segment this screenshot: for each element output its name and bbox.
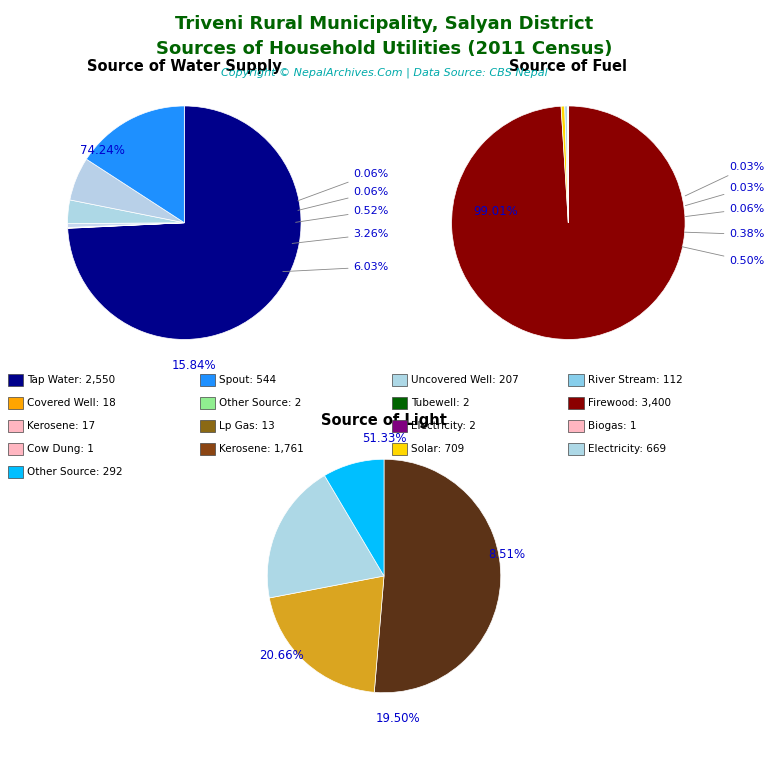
- Wedge shape: [452, 106, 685, 339]
- Title: Source of Fuel: Source of Fuel: [509, 59, 627, 74]
- Wedge shape: [270, 576, 384, 692]
- Text: 20.66%: 20.66%: [259, 649, 303, 662]
- Text: Lp Gas: 13: Lp Gas: 13: [219, 421, 275, 432]
- Text: 0.52%: 0.52%: [296, 206, 389, 222]
- Wedge shape: [70, 159, 184, 223]
- Text: Spout: 544: Spout: 544: [219, 375, 276, 386]
- Wedge shape: [561, 106, 568, 223]
- Text: 15.84%: 15.84%: [171, 359, 216, 372]
- Text: Triveni Rural Municipality, Salyan District: Triveni Rural Municipality, Salyan Distr…: [175, 15, 593, 33]
- Wedge shape: [374, 459, 501, 693]
- Text: 0.03%: 0.03%: [685, 162, 765, 196]
- Wedge shape: [68, 200, 184, 223]
- Text: 6.03%: 6.03%: [283, 262, 389, 272]
- Text: 0.03%: 0.03%: [685, 183, 765, 206]
- Text: Solar: 709: Solar: 709: [411, 444, 464, 455]
- Wedge shape: [68, 223, 184, 227]
- Text: Other Source: 292: Other Source: 292: [27, 467, 123, 478]
- Wedge shape: [86, 106, 184, 223]
- Text: Other Source: 2: Other Source: 2: [219, 398, 301, 409]
- Text: Uncovered Well: 207: Uncovered Well: 207: [411, 375, 518, 386]
- Wedge shape: [325, 459, 384, 576]
- Text: Firewood: 3,400: Firewood: 3,400: [588, 398, 670, 409]
- Wedge shape: [267, 475, 384, 598]
- Text: 3.26%: 3.26%: [292, 230, 389, 243]
- Wedge shape: [68, 106, 301, 339]
- Wedge shape: [68, 223, 184, 228]
- Wedge shape: [68, 223, 184, 228]
- Text: 99.01%: 99.01%: [474, 204, 518, 217]
- Text: Tap Water: 2,550: Tap Water: 2,550: [27, 375, 115, 386]
- Text: 19.50%: 19.50%: [376, 712, 420, 725]
- Text: 0.38%: 0.38%: [684, 230, 765, 240]
- Wedge shape: [564, 106, 568, 223]
- Text: 8.51%: 8.51%: [488, 548, 525, 561]
- Text: Copyright © NepalArchives.Com | Data Source: CBS Nepal: Copyright © NepalArchives.Com | Data Sou…: [220, 68, 548, 78]
- Title: Source of Water Supply: Source of Water Supply: [87, 59, 282, 74]
- Text: Covered Well: 18: Covered Well: 18: [27, 398, 116, 409]
- Text: Tubewell: 2: Tubewell: 2: [411, 398, 469, 409]
- Text: 0.06%: 0.06%: [686, 204, 765, 217]
- Text: River Stream: 112: River Stream: 112: [588, 375, 682, 386]
- Text: Cow Dung: 1: Cow Dung: 1: [27, 444, 94, 455]
- Text: 0.50%: 0.50%: [682, 247, 765, 266]
- Text: Kerosene: 17: Kerosene: 17: [27, 421, 95, 432]
- Text: 51.33%: 51.33%: [362, 432, 406, 445]
- Text: 0.06%: 0.06%: [298, 169, 389, 200]
- Text: Biogas: 1: Biogas: 1: [588, 421, 636, 432]
- Title: Source of Light: Source of Light: [321, 412, 447, 428]
- Text: Electricity: 669: Electricity: 669: [588, 444, 666, 455]
- Text: Electricity: 2: Electricity: 2: [411, 421, 475, 432]
- Text: Kerosene: 1,761: Kerosene: 1,761: [219, 444, 303, 455]
- Text: Sources of Household Utilities (2011 Census): Sources of Household Utilities (2011 Cen…: [156, 40, 612, 58]
- Text: 0.06%: 0.06%: [298, 187, 389, 210]
- Text: 74.24%: 74.24%: [80, 144, 125, 157]
